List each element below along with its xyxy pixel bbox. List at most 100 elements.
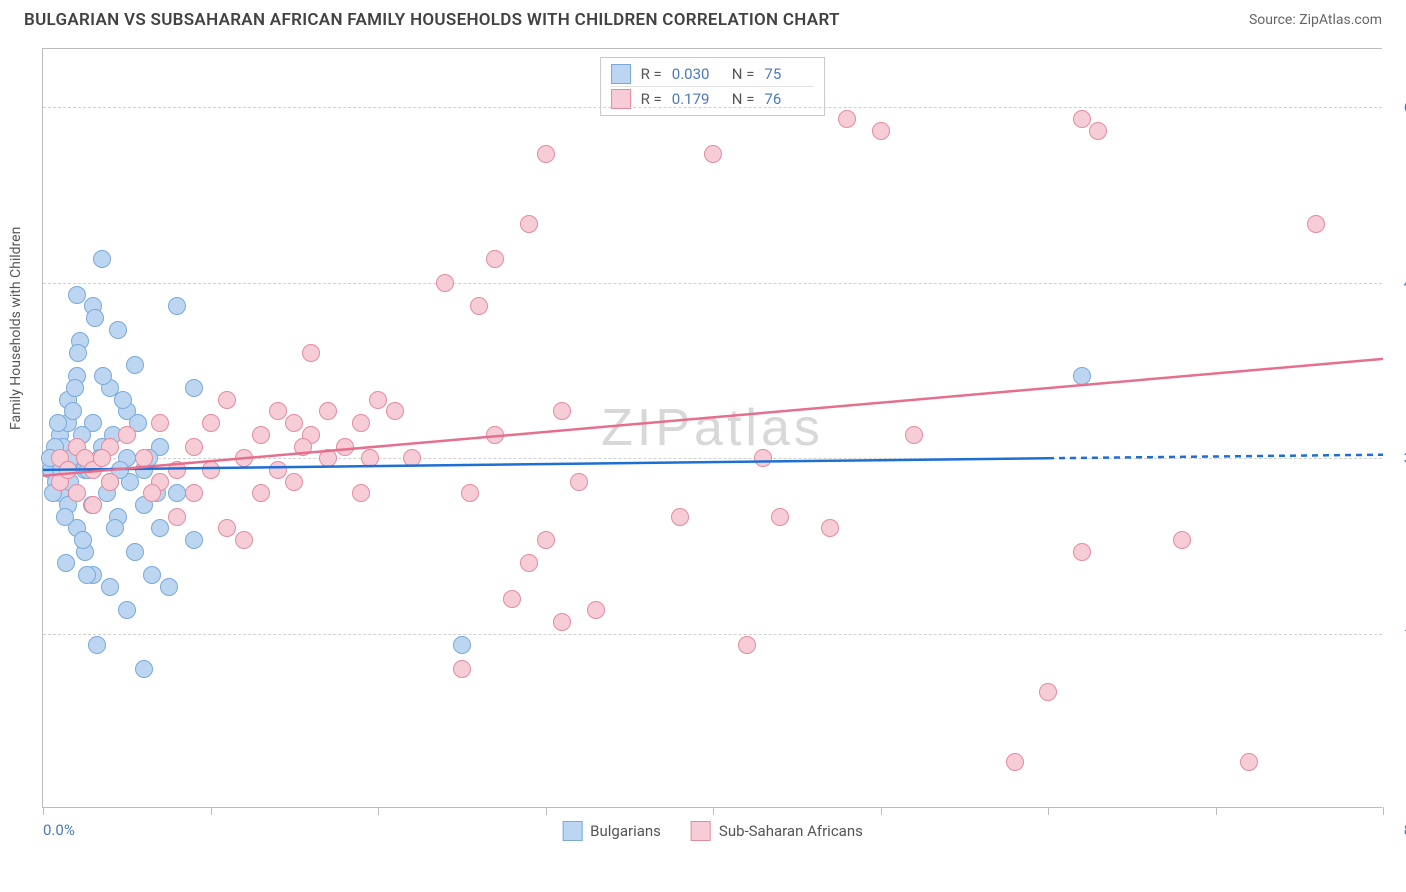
data-point (57, 554, 75, 572)
n-value: 76 (764, 90, 814, 108)
data-point (319, 402, 337, 420)
data-point (118, 601, 136, 619)
data-point (93, 250, 111, 268)
data-point (74, 531, 92, 549)
x-tick (881, 807, 882, 815)
data-point (486, 250, 504, 268)
data-point (754, 449, 772, 467)
r-value: 0.179 (672, 90, 722, 108)
gridline (43, 107, 1382, 108)
data-point (1073, 110, 1091, 128)
data-point (114, 391, 132, 409)
data-point (109, 321, 127, 339)
data-point (294, 438, 312, 456)
legend-item: Sub-Saharan Africans (691, 821, 863, 841)
data-point (1307, 215, 1325, 233)
data-point (252, 484, 270, 502)
data-point (59, 461, 77, 479)
data-point (352, 484, 370, 502)
data-point (84, 496, 102, 514)
data-point (771, 508, 789, 526)
x-tick (378, 807, 379, 815)
data-point (1006, 753, 1024, 771)
data-point (269, 402, 287, 420)
data-point (168, 461, 186, 479)
data-point (86, 309, 104, 327)
data-point (126, 356, 144, 374)
data-point (168, 484, 186, 502)
data-point (160, 578, 178, 596)
data-point (319, 449, 337, 467)
data-point (135, 449, 153, 467)
data-point (64, 402, 82, 420)
data-point (93, 449, 111, 467)
chart-plot-area: ZIPatlas 0.0% 80.0% R =0.030N =75R =0.17… (42, 48, 1382, 808)
n-label: N = (732, 65, 755, 83)
data-point (143, 484, 161, 502)
series-swatch (611, 89, 631, 109)
data-point (88, 636, 106, 654)
data-point (269, 461, 287, 479)
r-label: R = (641, 90, 662, 108)
data-point (821, 519, 839, 537)
data-point (218, 391, 236, 409)
data-point (461, 484, 479, 502)
data-point (252, 426, 270, 444)
data-point (1089, 122, 1107, 140)
data-point (1039, 683, 1057, 701)
data-point (168, 297, 186, 315)
r-label: R = (641, 65, 662, 83)
data-point (185, 531, 203, 549)
data-point (336, 438, 354, 456)
data-point (168, 508, 186, 526)
data-point (78, 566, 96, 584)
data-point (1073, 367, 1091, 385)
data-point (1173, 531, 1191, 549)
data-point (537, 145, 555, 163)
r-value: 0.030 (672, 65, 722, 83)
stats-row: R =0.030N =75 (611, 62, 815, 86)
x-tick (211, 807, 212, 815)
data-point (126, 543, 144, 561)
gridline (43, 634, 1382, 635)
data-point (94, 367, 112, 385)
x-origin-label: 0.0% (43, 821, 75, 839)
data-point (143, 566, 161, 584)
data-point (302, 344, 320, 362)
data-point (66, 379, 84, 397)
data-point (738, 636, 756, 654)
x-tick (1216, 807, 1217, 815)
data-point (838, 110, 856, 128)
data-point (106, 519, 124, 537)
x-tick (546, 807, 547, 815)
x-tick (1048, 807, 1049, 815)
data-point (570, 473, 588, 491)
data-point (185, 484, 203, 502)
data-point (671, 508, 689, 526)
data-point (118, 426, 136, 444)
data-point (520, 215, 538, 233)
series-swatch (562, 821, 582, 841)
data-point (68, 286, 86, 304)
data-point (56, 508, 74, 526)
n-label: N = (732, 90, 755, 108)
y-axis-label: Family Households with Children (8, 227, 24, 430)
data-point (235, 449, 253, 467)
data-point (285, 414, 303, 432)
data-point (49, 414, 67, 432)
data-point (151, 519, 169, 537)
data-point (1073, 543, 1091, 561)
chart-title: BULGARIAN VS SUBSAHARAN AFRICAN FAMILY H… (24, 10, 840, 30)
data-point (185, 379, 203, 397)
data-point (101, 473, 119, 491)
data-point (68, 484, 86, 502)
data-point (905, 426, 923, 444)
data-point (436, 274, 454, 292)
data-point (553, 613, 571, 631)
data-point (470, 297, 488, 315)
legend-label: Sub-Saharan Africans (719, 822, 863, 840)
series-swatch (611, 64, 631, 84)
data-point (587, 601, 605, 619)
source-label: Source: ZipAtlas.com (1249, 12, 1382, 28)
data-point (185, 438, 203, 456)
